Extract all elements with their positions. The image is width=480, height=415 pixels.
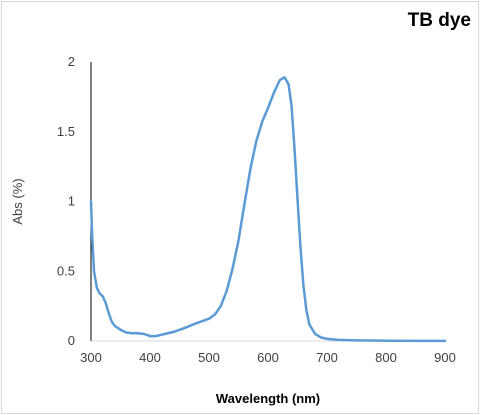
x-axis-title: Wavelength (nm) [216, 391, 320, 406]
x-tick-label: 900 [434, 350, 456, 365]
y-tick-label: 0.5 [57, 263, 75, 278]
x-tick-label: 300 [80, 350, 102, 365]
series-line [89, 76, 447, 343]
x-tick-label: 500 [198, 350, 220, 365]
y-axis-title: Abs (%) [10, 178, 25, 224]
y-tick-label: 0 [68, 333, 75, 348]
x-tick-label: 600 [257, 350, 279, 365]
y-tick-label: 1.5 [57, 124, 75, 139]
x-tick-label: 700 [316, 350, 338, 365]
x-tick-label: 800 [375, 350, 397, 365]
y-axis: 0 0.5 1 1.5 2 [57, 54, 92, 348]
chart-title: TB dye [408, 10, 471, 31]
x-tick-label: 400 [139, 350, 161, 365]
series-layer [89, 76, 447, 343]
x-axis: 300 400 500 600 700 800 900 [80, 340, 456, 365]
y-tick-label: 2 [68, 54, 75, 69]
y-tick-label: 1 [68, 194, 75, 209]
